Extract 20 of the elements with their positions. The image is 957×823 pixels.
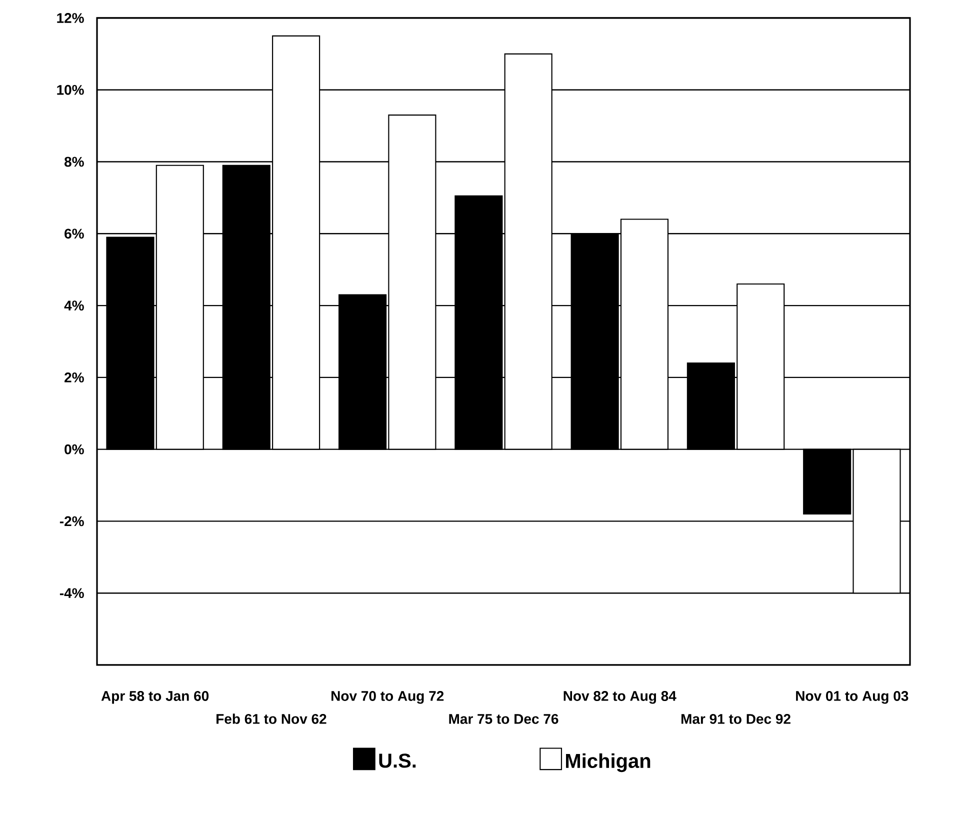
y-tick-label: 8% (64, 156, 84, 167)
y-tick-label: 2% (64, 372, 84, 382)
x-tick-label: Apr 58 to Jan 60 (101, 691, 209, 704)
legend-label: U.S. (379, 754, 416, 768)
y-tick-label: 6% (64, 228, 84, 239)
x-tick-label: Nov 82 to Aug 84 (564, 691, 676, 704)
y-tick-label: -4% (60, 588, 84, 598)
bar (454, 195, 503, 450)
y-tick-label: 10% (57, 84, 84, 95)
x-tick-label: Mar 75 to Dec 76 (449, 714, 558, 724)
y-tick-label: 12% (57, 13, 84, 23)
y-tick-label: 4% (64, 300, 84, 310)
x-tick-label: Mar 91 to Dec 92 (681, 714, 790, 724)
x-tick-label: Nov 01 to Aug 03 (796, 691, 908, 704)
x-tick-label: Feb 61 to Nov 62 (216, 714, 326, 724)
bar (504, 53, 552, 450)
y-tick-label: -2% (60, 516, 84, 526)
y-tick-label: 0% (64, 444, 84, 454)
x-tick-label: Nov 70 to Aug 72 (332, 691, 444, 704)
legend-label: Michigan (566, 753, 650, 772)
